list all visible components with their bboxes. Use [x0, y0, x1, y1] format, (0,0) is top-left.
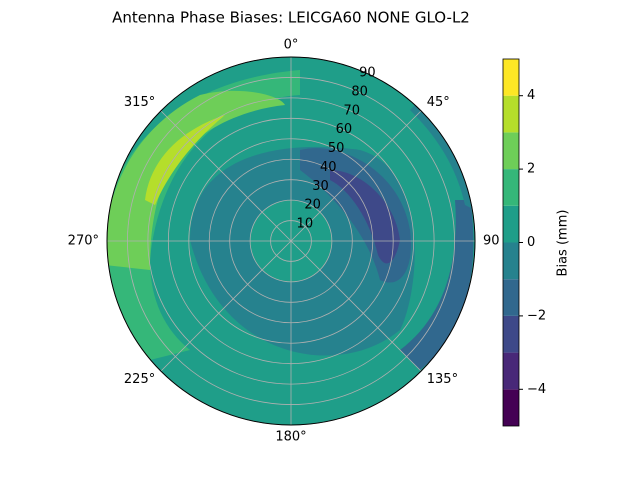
- colorbar-segment: [503, 132, 519, 170]
- colorbar-tick-label: 2: [527, 162, 535, 177]
- colorbar-segment: [503, 205, 519, 243]
- r-tick-label: 30: [312, 179, 329, 194]
- colorbar-label: Bias (mm): [556, 210, 571, 277]
- contour-region: [107, 90, 285, 270]
- theta-tick-label: 225°: [124, 372, 155, 387]
- colorbar-tick-label: 0: [527, 235, 535, 250]
- colorbar-tick-label: 4: [527, 88, 535, 103]
- colorbar-tick-label: −2: [527, 308, 546, 323]
- colorbar-segment: [503, 59, 519, 96]
- r-tick-label: 20: [304, 198, 321, 213]
- colorbar-segment: [503, 389, 519, 426]
- chart-title: Antenna Phase Biases: LEICGA60 NONE GLO-…: [112, 9, 470, 27]
- r-tick-label: 80: [351, 84, 368, 99]
- contour-region: [410, 100, 475, 210]
- theta-tick-label: 90: [483, 234, 500, 249]
- r-tick-label: 60: [336, 122, 353, 137]
- r-tick-label: 90: [359, 66, 376, 81]
- grid-line: [290, 240, 422, 372]
- theta-tick-label: 45°: [427, 95, 450, 110]
- colorbar-segment: [503, 279, 519, 316]
- theta-tick-label: 0°: [284, 38, 299, 53]
- colorbar-segment: [503, 242, 519, 280]
- colorbar-segment: [503, 352, 519, 390]
- colorbar-segment: [503, 315, 519, 353]
- theta-tick-label: 135°: [427, 372, 458, 387]
- r-tick-label: 50: [328, 141, 345, 156]
- contour-region: [145, 115, 225, 205]
- colorbar-segment: [503, 95, 519, 133]
- grid-line: [160, 240, 292, 372]
- grid-line: [160, 110, 292, 242]
- theta-tick-label: 315°: [124, 95, 155, 110]
- grid-line: [290, 110, 422, 242]
- r-tick-label: 10: [297, 217, 314, 232]
- r-tick-label: 70: [343, 103, 360, 118]
- contour-region: [330, 170, 400, 264]
- r-tick-label: 40: [320, 160, 337, 175]
- polar-frame: [106, 56, 476, 426]
- colorbar-tick-label: −4: [527, 382, 546, 397]
- colorbar-segment: [503, 169, 519, 206]
- contour-region: [400, 200, 474, 370]
- theta-tick-label: 270°: [68, 234, 99, 249]
- theta-tick-label: 180°: [275, 430, 306, 445]
